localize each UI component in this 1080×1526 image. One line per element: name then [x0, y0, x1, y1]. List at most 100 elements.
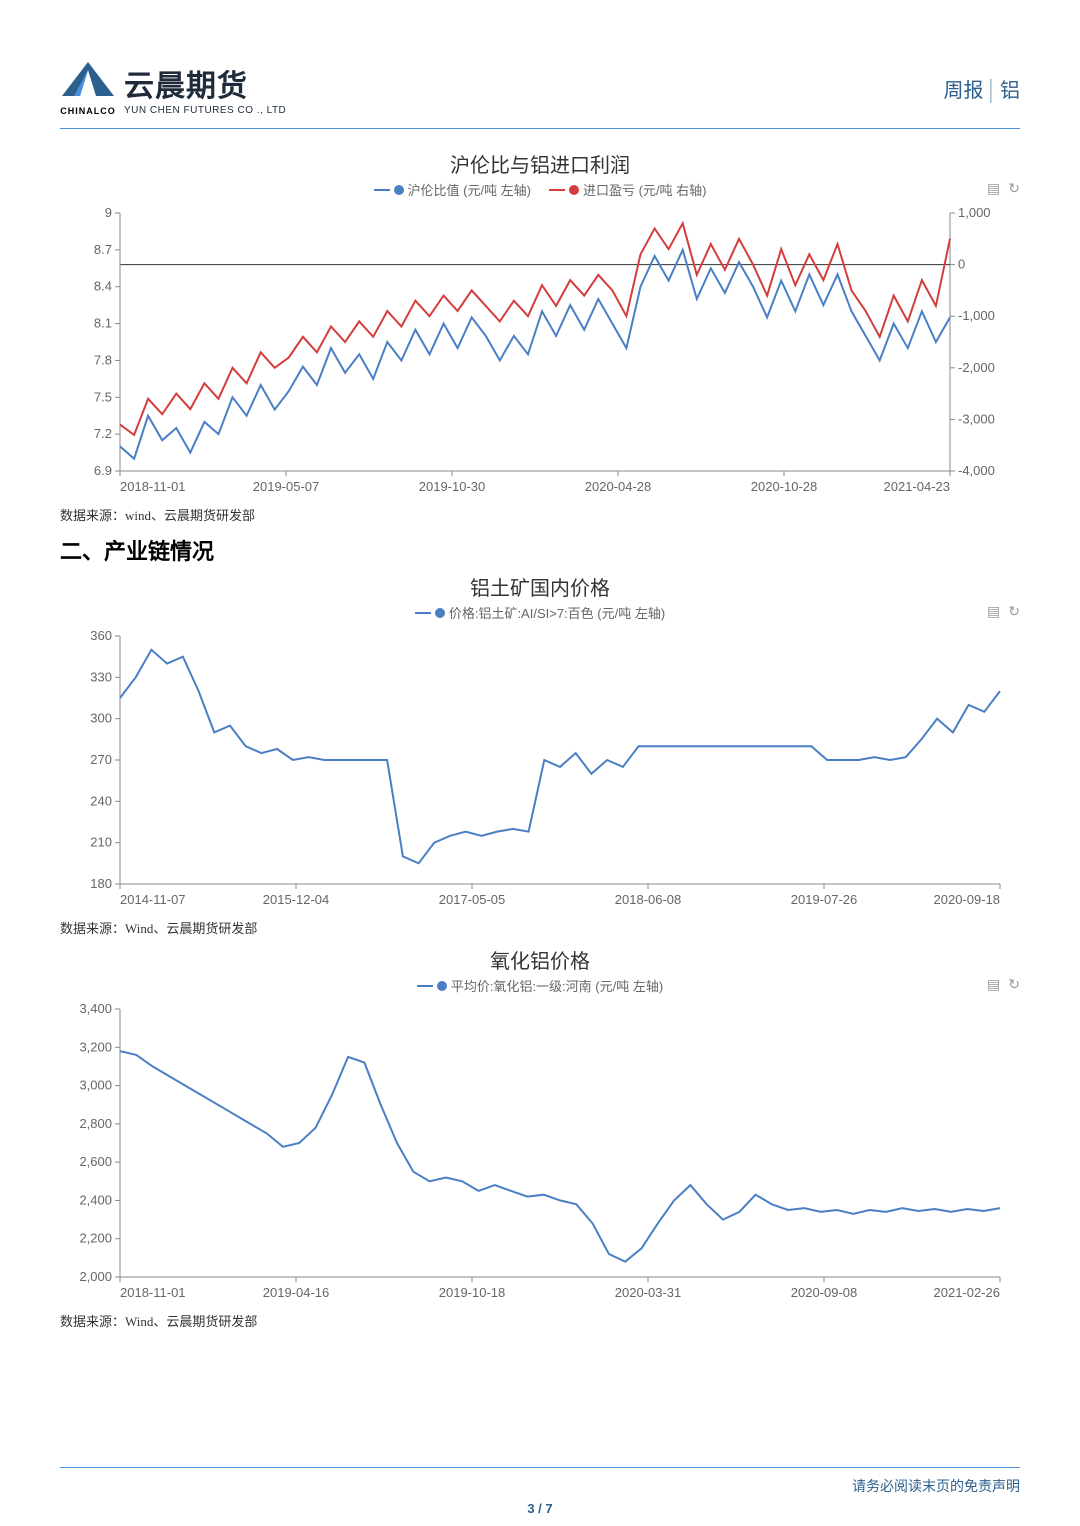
logo-triangle-icon — [60, 60, 116, 106]
chart3-wrap: 平均价:氧化铝:一级:河南 (元/吨 左轴) ▤ ↻ 2,0002,2002,4… — [60, 976, 1020, 1309]
svg-text:-3,000: -3,000 — [958, 411, 995, 426]
svg-text:7.5: 7.5 — [94, 389, 112, 404]
svg-text:0: 0 — [958, 257, 965, 272]
chart3-block: 氧化铝价格 平均价:氧化铝:一级:河南 (元/吨 左轴) ▤ ↻ 2,000 2,… — [60, 945, 1020, 1330]
svg-text:3,000: 3,000 — [79, 1078, 112, 1093]
chart2-toolbar: ▤ ↻ — [987, 603, 1020, 620]
svg-text:7.8: 7.8 — [94, 352, 112, 367]
svg-text:-1,000: -1,000 — [958, 308, 995, 323]
chart3-toolbar: ▤ ↻ — [987, 976, 1020, 993]
svg-text:1,000: 1,000 — [958, 205, 991, 220]
svg-text:2019-10-30: 2019-10-30 — [419, 479, 486, 494]
svg-text:210: 210 — [90, 835, 112, 850]
svg-text:2018-11-01: 2018-11-01 — [120, 479, 186, 494]
legend-dot-icon — [435, 608, 445, 618]
legend-dot-icon — [437, 981, 447, 991]
export-icon[interactable]: ▤ — [987, 180, 1000, 197]
svg-text:240: 240 — [90, 793, 112, 808]
chart3-legend: 平均价:氧化铝:一级:河南 (元/吨 左轴) — [60, 976, 1020, 995]
legend-line-icon — [417, 985, 433, 987]
svg-text:8.1: 8.1 — [94, 316, 112, 331]
svg-text:2015-12-04: 2015-12-04 — [263, 892, 330, 907]
chart1-source: 数据来源：wind、云晨期货研发部 — [60, 505, 1020, 524]
svg-text:-4,000: -4,000 — [958, 463, 995, 478]
svg-text:2018-06-08: 2018-06-08 — [615, 892, 682, 907]
svg-text:2020-09-18: 2020-09-18 — [934, 892, 1001, 907]
svg-text:8.4: 8.4 — [94, 279, 112, 294]
legend-line-icon — [374, 189, 390, 191]
chart1-title: 沪伦比与铝进口利润 — [60, 149, 1020, 178]
chart1-legend-b-text: 进口盈亏 (元/吨 右轴) — [583, 180, 707, 199]
svg-text:2019-10-18: 2019-10-18 — [439, 1285, 506, 1300]
chart1-block: 沪伦比与铝进口利润 沪伦比值 (元/吨 左轴) 进口盈亏 (元/吨 右轴) ▤ … — [60, 149, 1020, 524]
chart2-source: 数据来源：Wind、云晨期货研发部 — [60, 918, 1020, 937]
legend-line-icon — [415, 612, 431, 614]
svg-text:2020-03-31: 2020-03-31 — [615, 1285, 682, 1300]
svg-text:2019-04-16: 2019-04-16 — [263, 1285, 330, 1300]
chart2-legend-a-text: 价格:铝土矿:AI/SI>7:百色 (元/吨 左轴) — [449, 603, 665, 622]
svg-text:-2,000: -2,000 — [958, 360, 995, 375]
legend-dot-icon — [569, 185, 579, 195]
page-number: 3 / 7 — [0, 1501, 1080, 1516]
svg-text:8.7: 8.7 — [94, 242, 112, 257]
legend-line-icon — [549, 189, 565, 191]
refresh-icon[interactable]: ↻ — [1008, 603, 1020, 620]
chart3-title: 氧化铝价格 — [60, 945, 1020, 974]
legend-dot-icon — [394, 185, 404, 195]
chart1-svg: 6.97.27.57.88.18.48.79-4,000-3,000-2,000… — [60, 203, 1020, 503]
chart2-legend-a: 价格:铝土矿:AI/SI>7:百色 (元/吨 左轴) — [415, 603, 665, 622]
svg-text:2,600: 2,600 — [79, 1154, 112, 1169]
header-topic: 铝 — [1000, 80, 1020, 102]
svg-text:300: 300 — [90, 711, 112, 726]
svg-text:2014-11-07: 2014-11-07 — [120, 892, 186, 907]
svg-text:3,400: 3,400 — [79, 1001, 112, 1016]
chart1-legend-a: 沪伦比值 (元/吨 左轴) — [374, 180, 532, 199]
chart2-legend: 价格:铝土矿:AI/SI>7:百色 (元/吨 左轴) — [60, 603, 1020, 622]
chart1-wrap: 沪伦比值 (元/吨 左轴) 进口盈亏 (元/吨 右轴) ▤ ↻ 6.97.27.… — [60, 180, 1020, 503]
logo-mark: CHINALCO — [60, 60, 116, 116]
logo-name-en: YUN CHEN FUTURES CO ., LTD — [124, 105, 286, 116]
svg-text:2017-05-05: 2017-05-05 — [439, 892, 506, 907]
svg-text:2020-09-08: 2020-09-08 — [791, 1285, 858, 1300]
chart1-legend-a-text: 沪伦比值 (元/吨 左轴) — [408, 180, 532, 199]
svg-text:2020-10-28: 2020-10-28 — [751, 479, 818, 494]
export-icon[interactable]: ▤ — [987, 976, 1000, 993]
chart1-toolbar: ▤ ↻ — [987, 180, 1020, 197]
chart2-block: 铝土矿国内价格 价格:铝土矿:AI/SI>7:百色 (元/吨 左轴) ▤ ↻ 1… — [60, 572, 1020, 937]
svg-text:9: 9 — [105, 205, 112, 220]
svg-text:180: 180 — [90, 876, 112, 891]
footer-disclaimer: 请务必阅读末页的免责声明 — [60, 1476, 1020, 1496]
chart1-legend: 沪伦比值 (元/吨 左轴) 进口盈亏 (元/吨 右轴) — [60, 180, 1020, 199]
svg-text:2,000: 2,000 — [79, 1269, 112, 1284]
refresh-icon[interactable]: ↻ — [1008, 976, 1020, 993]
svg-text:270: 270 — [90, 752, 112, 767]
header-category: 周报 — [944, 80, 984, 102]
svg-text:2019-05-07: 2019-05-07 — [253, 479, 320, 494]
svg-text:3,200: 3,200 — [79, 1039, 112, 1054]
chart1-legend-b: 进口盈亏 (元/吨 右轴) — [549, 180, 707, 199]
svg-text:2,800: 2,800 — [79, 1116, 112, 1131]
page-footer: 请务必阅读末页的免责声明 — [60, 1467, 1020, 1496]
chart3-source: 数据来源：Wind、云晨期货研发部 — [60, 1311, 1020, 1330]
svg-text:330: 330 — [90, 669, 112, 684]
chart3-legend-a: 平均价:氧化铝:一级:河南 (元/吨 左轴) — [417, 976, 663, 995]
svg-text:2018-11-01: 2018-11-01 — [120, 1285, 186, 1300]
header-divider: │ — [986, 80, 999, 102]
chart2-title: 铝土矿国内价格 — [60, 572, 1020, 601]
svg-text:2020-04-28: 2020-04-28 — [585, 479, 652, 494]
section-heading-2: 二、产业链情况 — [60, 534, 1020, 566]
export-icon[interactable]: ▤ — [987, 603, 1000, 620]
svg-text:2019-07-26: 2019-07-26 — [791, 892, 858, 907]
logo-name-zh: 云晨期货 — [124, 61, 286, 105]
svg-text:2021-04-23: 2021-04-23 — [884, 479, 951, 494]
chart2-wrap: 价格:铝土矿:AI/SI>7:百色 (元/吨 左轴) ▤ ↻ 180 210 240… — [60, 603, 1020, 916]
refresh-icon[interactable]: ↻ — [1008, 180, 1020, 197]
logo-sub-text: CHINALCO — [60, 106, 116, 116]
svg-text:6.9: 6.9 — [94, 463, 112, 478]
logo-text-block: 云晨期货 YUN CHEN FUTURES CO ., LTD — [124, 61, 286, 116]
svg-text:2,200: 2,200 — [79, 1231, 112, 1246]
svg-text:360: 360 — [90, 628, 112, 643]
chart3-legend-a-text: 平均价:氧化铝:一级:河南 (元/吨 左轴) — [451, 976, 663, 995]
chart2-svg: 180 210 240 270 300 330 360 2014-11-07 2015-12-0… — [60, 626, 1020, 916]
logo-block: CHINALCO 云晨期货 YUN CHEN FUTURES CO ., LTD — [60, 60, 286, 116]
